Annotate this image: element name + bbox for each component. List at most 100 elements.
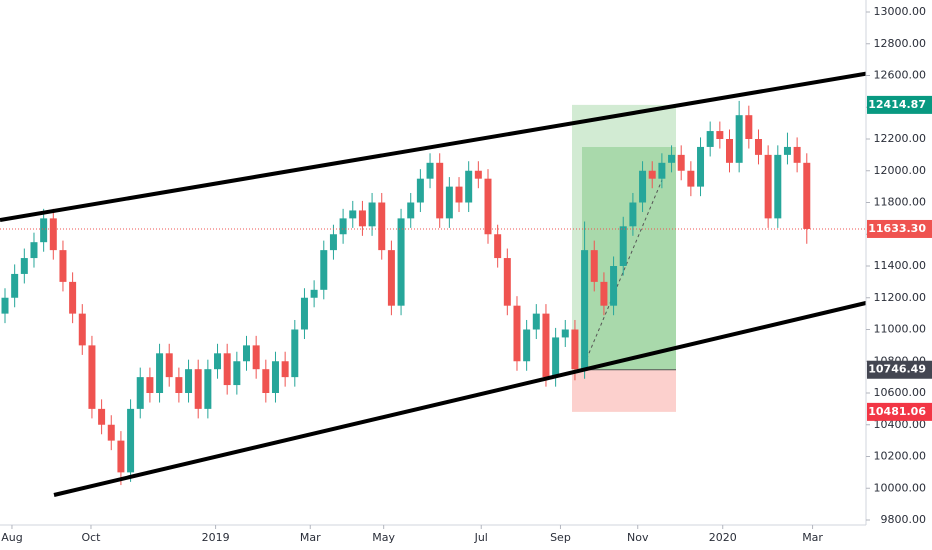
y-tick-label: 12000.00 bbox=[874, 164, 927, 177]
candle-body bbox=[484, 178, 492, 235]
candle-body bbox=[716, 131, 724, 139]
candle-body bbox=[735, 115, 743, 163]
price-label-box bbox=[867, 95, 932, 114]
candle-body bbox=[590, 250, 598, 282]
candle-body bbox=[803, 162, 811, 229]
candle-body bbox=[233, 361, 241, 386]
y-tick-label: 12200.00 bbox=[874, 132, 927, 145]
candle-body bbox=[764, 154, 772, 219]
candle-body bbox=[69, 281, 77, 314]
candle-body bbox=[494, 234, 502, 259]
candle-body bbox=[30, 242, 38, 259]
candle-body bbox=[165, 353, 173, 378]
y-tick-label: 10200.00 bbox=[874, 450, 927, 463]
candle-body bbox=[532, 313, 540, 330]
candle-body bbox=[310, 289, 318, 298]
candle-body bbox=[243, 345, 250, 362]
candle-body bbox=[11, 273, 19, 298]
candle-body bbox=[639, 170, 647, 203]
x-tick-label: Aug bbox=[1, 531, 22, 544]
candle-body bbox=[107, 424, 115, 441]
axes: 9800.00 10000.00 10200.00 10400.00 10600.00 1… bbox=[1, 5, 932, 544]
price-label: 11633.30 bbox=[868, 222, 926, 235]
x-tick-label: Nov bbox=[627, 531, 649, 544]
y-tick-label: 11200.00 bbox=[874, 291, 927, 304]
candle-body bbox=[542, 313, 550, 378]
channel-upper bbox=[0, 71, 871, 222]
candle-body bbox=[677, 154, 685, 171]
candle-body bbox=[600, 281, 608, 306]
candle-body bbox=[619, 226, 627, 266]
candle-body bbox=[156, 353, 164, 393]
candle-body bbox=[697, 146, 705, 187]
y-tick-label: 12600.00 bbox=[874, 69, 927, 82]
y-tick-label: 11800.00 bbox=[874, 196, 927, 209]
candle-body bbox=[204, 369, 212, 409]
candle-body bbox=[648, 170, 656, 179]
candle-body bbox=[175, 377, 183, 393]
price-label: 12414.87 bbox=[868, 98, 926, 111]
candle-body bbox=[20, 258, 28, 274]
candle-body bbox=[754, 139, 762, 155]
x-tick-label: 2019 bbox=[202, 531, 230, 544]
candle-body bbox=[455, 186, 463, 203]
candle-body bbox=[581, 250, 589, 370]
candle-body bbox=[59, 250, 67, 282]
candle-body bbox=[136, 377, 144, 409]
candle-body bbox=[194, 369, 202, 409]
candle-body bbox=[523, 329, 531, 362]
path-line bbox=[581, 179, 663, 370]
candle-body bbox=[561, 329, 569, 338]
y-tick-label: 10000.00 bbox=[874, 481, 927, 494]
candle-body bbox=[445, 186, 453, 219]
candle-body bbox=[300, 297, 308, 330]
y-tick-label: 11000.00 bbox=[874, 323, 927, 336]
candle-body bbox=[793, 146, 801, 163]
stop-zone bbox=[572, 369, 676, 412]
candle-body bbox=[127, 408, 135, 473]
candle-body bbox=[552, 337, 560, 378]
candle-body bbox=[474, 170, 482, 179]
candle-body bbox=[668, 154, 676, 163]
candle-body bbox=[98, 408, 106, 425]
candle-body bbox=[687, 170, 695, 187]
candle-body bbox=[78, 313, 86, 346]
candle-body bbox=[146, 377, 154, 393]
y-tick-label: 11400.00 bbox=[874, 259, 927, 272]
candle-body bbox=[291, 329, 299, 378]
candle-body bbox=[40, 218, 48, 243]
candle-body bbox=[426, 162, 434, 179]
candle-body bbox=[185, 369, 193, 393]
position-tool bbox=[572, 104, 676, 412]
candle-body bbox=[358, 210, 366, 227]
price-label-box bbox=[867, 402, 932, 421]
candle-body bbox=[281, 361, 289, 378]
x-tick-label: Mar bbox=[802, 531, 823, 544]
candle-body bbox=[387, 250, 395, 306]
price-label-box bbox=[867, 219, 932, 238]
candle-body bbox=[658, 162, 666, 179]
candle-body bbox=[407, 202, 415, 219]
candle-body bbox=[503, 258, 511, 306]
candle-body bbox=[329, 234, 337, 251]
y-tick-label: 10600.00 bbox=[874, 386, 927, 399]
x-tick-label: Sep bbox=[550, 531, 571, 544]
y-tick-label: 12800.00 bbox=[874, 37, 927, 50]
y-tick-label: 9800.00 bbox=[881, 513, 927, 526]
price-label: 10746.49 bbox=[868, 363, 926, 376]
x-tick-label: May bbox=[372, 531, 395, 544]
candle-body bbox=[726, 139, 733, 163]
candle-body bbox=[368, 202, 376, 227]
candle-body bbox=[629, 202, 637, 227]
candle-body bbox=[571, 329, 579, 370]
candle-body bbox=[378, 202, 386, 251]
x-tick-label: Mar bbox=[300, 531, 321, 544]
price-label: 10481.06 bbox=[868, 405, 926, 418]
candle-body bbox=[745, 115, 753, 139]
candle-body bbox=[706, 131, 714, 147]
candle-body bbox=[610, 266, 618, 306]
candle-body bbox=[271, 361, 279, 393]
candle-body bbox=[88, 345, 96, 409]
